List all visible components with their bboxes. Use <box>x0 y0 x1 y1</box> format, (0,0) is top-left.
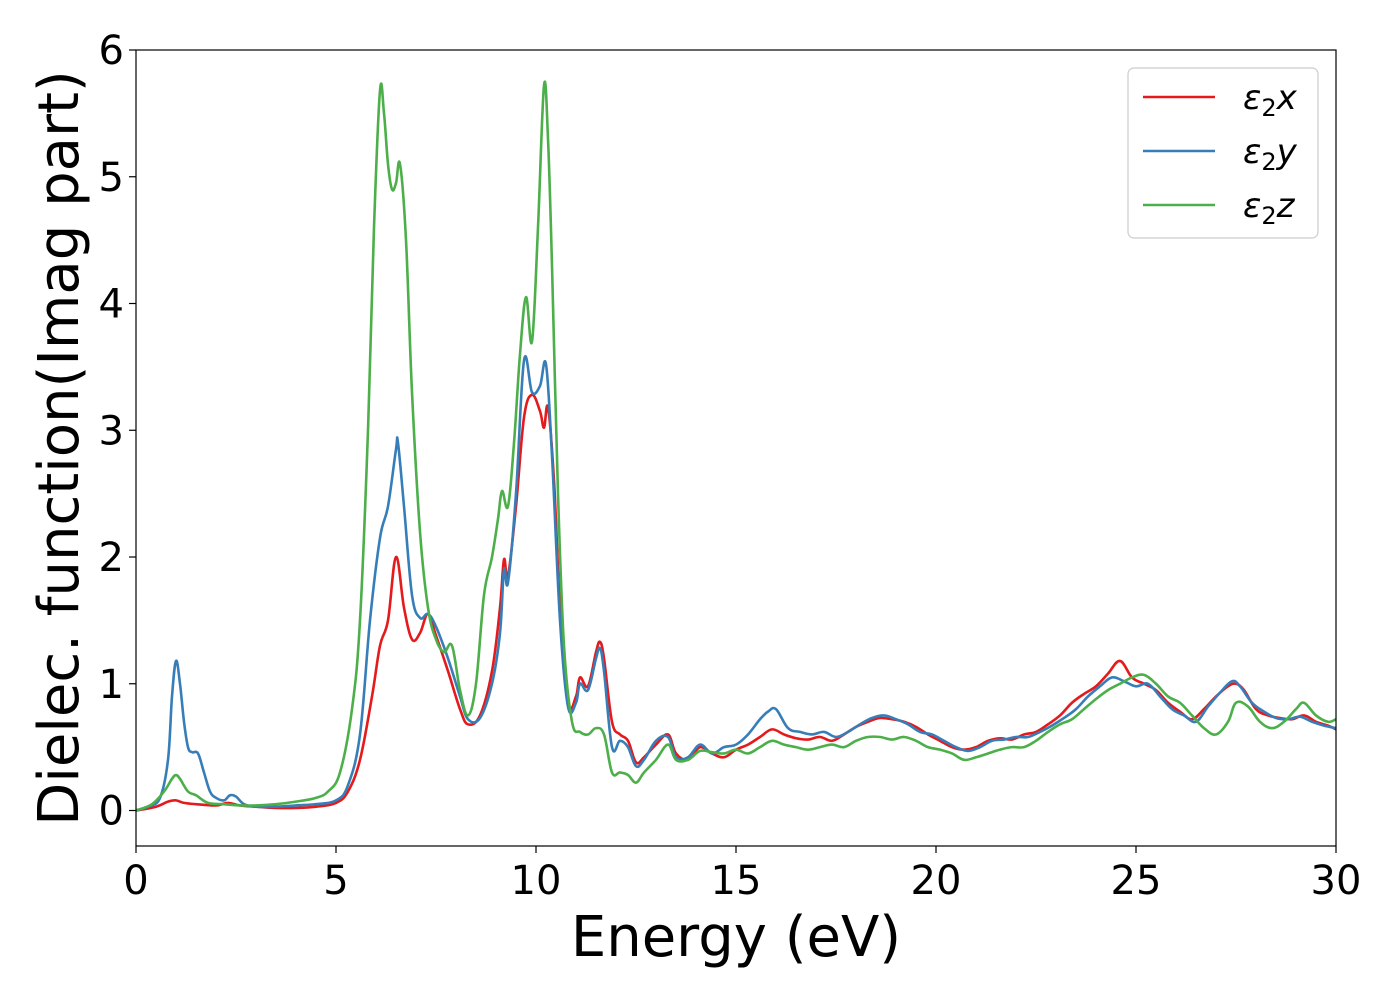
x-ticks: 0 5 10 15 20 25 30 <box>123 846 1361 904</box>
y-tick-label: 1 <box>99 662 124 708</box>
legend-label-x: ε2x <box>1243 78 1298 122</box>
series-line-x <box>136 393 1336 812</box>
y-tick-label: 6 <box>99 28 124 74</box>
x-tick-label: 25 <box>1111 858 1162 904</box>
x-tick-label: 10 <box>511 858 562 904</box>
legend-label-y: ε2y <box>1243 132 1298 176</box>
x-tick-label: 30 <box>1311 858 1362 904</box>
y-tick-label: 0 <box>99 789 124 835</box>
series-line-z <box>136 80 1336 812</box>
y-tick-label: 5 <box>99 155 124 201</box>
y-tick-label: 2 <box>99 535 124 581</box>
x-tick-label: 5 <box>323 858 348 904</box>
legend: ε2x ε2y ε2z <box>1127 67 1319 239</box>
y-ticks: 0 1 2 3 4 5 6 <box>99 28 136 835</box>
x-axis-title: Energy (eV) <box>571 905 901 970</box>
legend-box <box>1127 67 1319 239</box>
y-tick-label: 3 <box>99 408 124 454</box>
y-axis-title: Dielec. function(Imag part) <box>27 70 92 826</box>
x-tick-label: 15 <box>711 858 762 904</box>
series-line-y <box>136 355 1336 812</box>
x-tick-label: 0 <box>123 858 148 904</box>
y-tick-label: 4 <box>99 282 124 328</box>
x-tick-label: 20 <box>911 858 962 904</box>
legend-label-z: ε2z <box>1243 186 1296 230</box>
series-layer <box>136 80 1336 812</box>
